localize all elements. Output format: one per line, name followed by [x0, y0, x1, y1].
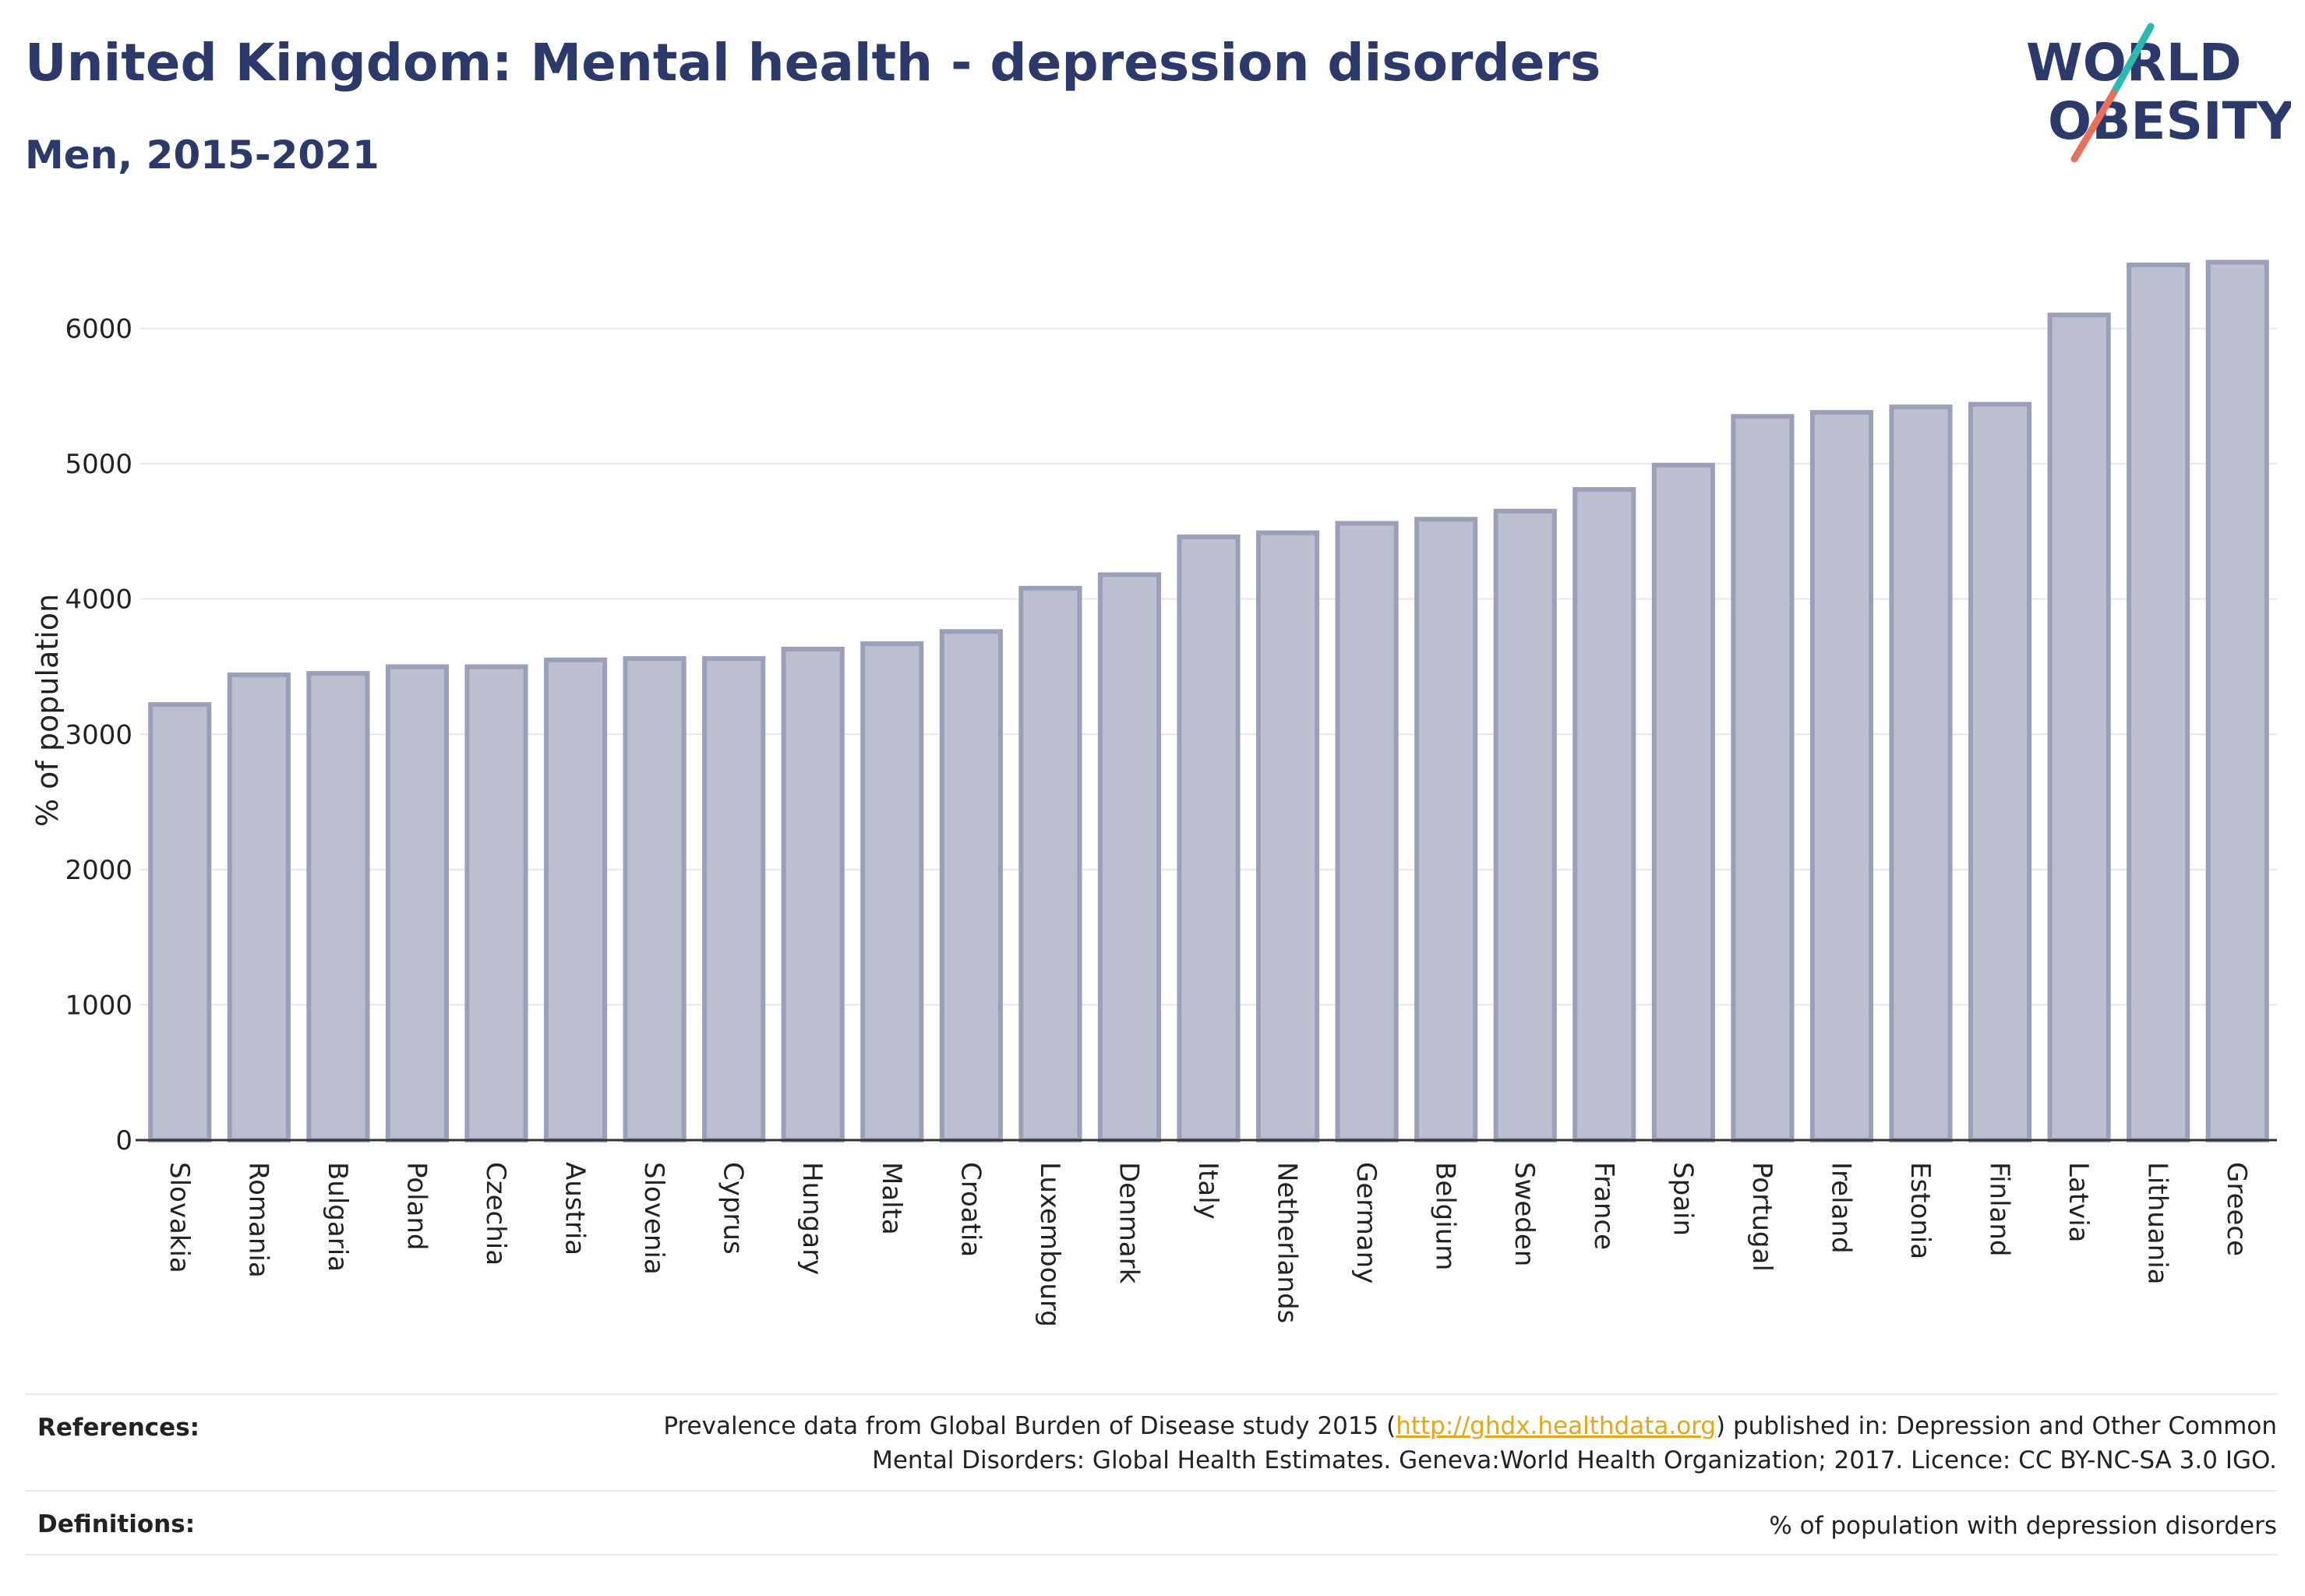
x-tick-label: Portugal — [1746, 1162, 1777, 1272]
x-tick-label: Denmark — [1113, 1162, 1144, 1284]
bar-chart: 0 1000 2000 3000 4000 5000 6000 Slovakia Romani… — [30, 260, 2277, 1327]
footer-divider-middle — [25, 1490, 2277, 1492]
x-tick-label: Estonia — [1904, 1162, 1936, 1259]
x-tick-label: Belgium — [1430, 1162, 1461, 1270]
bars — [148, 260, 2269, 1143]
y-axis-label: % of population — [30, 594, 65, 827]
x-tick-label: Luxembourg — [1034, 1162, 1065, 1327]
bar-finland — [1968, 401, 2032, 1142]
x-tick-label: France — [1588, 1162, 1619, 1250]
definitions-text: % of population with depression disorder… — [1769, 1512, 2277, 1540]
bar-spain — [1651, 462, 1715, 1142]
bar-estonia — [1889, 404, 1953, 1142]
x-tick-label: Slovenia — [638, 1162, 669, 1275]
y-tick-label: 0 — [115, 1125, 132, 1156]
bar-czechia — [464, 664, 528, 1142]
definitions-label: Definitions: — [37, 1510, 196, 1538]
y-tick-label: 3000 — [65, 719, 132, 750]
definitions-section: Definitions: % of population with depres… — [25, 1509, 2277, 1548]
y-axis-ticks: 0 1000 2000 3000 4000 5000 6000 — [65, 314, 132, 1156]
references-label: References: — [37, 1414, 200, 1442]
logo-slash-bottom — [2070, 90, 2117, 163]
x-tick-label: Lithuania — [2142, 1162, 2173, 1284]
x-tick-label: Bulgaria — [322, 1162, 353, 1272]
x-tick-label: Latvia — [2063, 1162, 2094, 1243]
bar-portugal — [1731, 414, 1795, 1142]
bar-lithuania — [2127, 262, 2190, 1143]
y-tick-label: 6000 — [65, 314, 132, 345]
x-tick-label: Croatia — [955, 1162, 986, 1257]
bar-hungary — [781, 646, 845, 1142]
x-tick-label: Netherlands — [1272, 1162, 1303, 1323]
x-tick-label: Finland — [1984, 1162, 2015, 1257]
x-axis-ticks: Slovakia Romania Bulgaria Poland Czechia Aust… — [164, 1162, 2252, 1327]
x-tick-label: Romania — [242, 1162, 274, 1278]
bar-sweden — [1493, 508, 1557, 1142]
references-section: References: Prevalence data from Global … — [25, 1409, 2277, 1484]
bar-slovakia — [148, 702, 212, 1142]
references-text: Prevalence data from Global Burden of Di… — [663, 1409, 2277, 1478]
x-tick-label: Slovakia — [164, 1162, 195, 1273]
x-tick-label: Ireland — [1825, 1162, 1856, 1254]
bar-malta — [860, 641, 924, 1142]
bar-netherlands — [1255, 530, 1320, 1142]
x-tick-label: Austria — [559, 1162, 591, 1255]
bar-croatia — [939, 629, 1003, 1142]
bar-latvia — [2047, 312, 2111, 1142]
bar-romania — [227, 672, 291, 1142]
x-tick-label: Sweden — [1509, 1162, 1540, 1266]
references-prefix: Prevalence data from Global Burden of Di… — [663, 1412, 1396, 1440]
y-tick-label: 2000 — [65, 855, 132, 886]
page-subtitle: Men, 2015-2021 — [25, 132, 379, 178]
bar-slovenia — [623, 656, 687, 1142]
footer-divider-top — [25, 1393, 2277, 1395]
references-suffix: ) published in: Depression and Other Com… — [1716, 1412, 2277, 1440]
bar-luxembourg — [1018, 585, 1082, 1142]
bar-belgium — [1414, 517, 1478, 1142]
bar-poland — [385, 664, 450, 1142]
page-title: United Kingdom: Mental health - depressi… — [25, 33, 1601, 93]
references-line2: Mental Disorders: Global Health Estimate… — [872, 1446, 2277, 1474]
footer-divider-bottom — [25, 1554, 2277, 1555]
x-tick-label: Czechia — [480, 1162, 511, 1266]
y-tick-label: 5000 — [65, 449, 132, 480]
bar-bulgaria — [306, 671, 370, 1142]
x-tick-label: Malta — [876, 1162, 907, 1235]
bar-france — [1573, 487, 1636, 1142]
bar-denmark — [1097, 572, 1162, 1142]
x-tick-label: Cyprus — [718, 1162, 749, 1255]
x-tick-label: Italy — [1192, 1162, 1223, 1220]
y-tick-label: 4000 — [65, 584, 132, 616]
world-obesity-logo: WORLD OBESITY — [2026, 23, 2291, 163]
bar-italy — [1177, 534, 1241, 1142]
bar-germany — [1335, 521, 1399, 1142]
y-tick-label: 1000 — [65, 990, 132, 1021]
bar-austria — [543, 657, 608, 1142]
x-tick-label: Greece — [2221, 1162, 2252, 1256]
x-tick-label: Poland — [401, 1162, 432, 1251]
x-tick-label: Spain — [1667, 1162, 1698, 1236]
x-tick-label: Germany — [1350, 1162, 1382, 1284]
bar-cyprus — [702, 656, 766, 1142]
bar-ireland — [1809, 410, 1874, 1142]
x-tick-label: Hungary — [796, 1162, 828, 1275]
bar-greece — [2205, 260, 2269, 1142]
logo-slash-top — [2109, 23, 2155, 97]
references-link[interactable]: http://ghdx.healthdata.org — [1396, 1412, 1717, 1440]
